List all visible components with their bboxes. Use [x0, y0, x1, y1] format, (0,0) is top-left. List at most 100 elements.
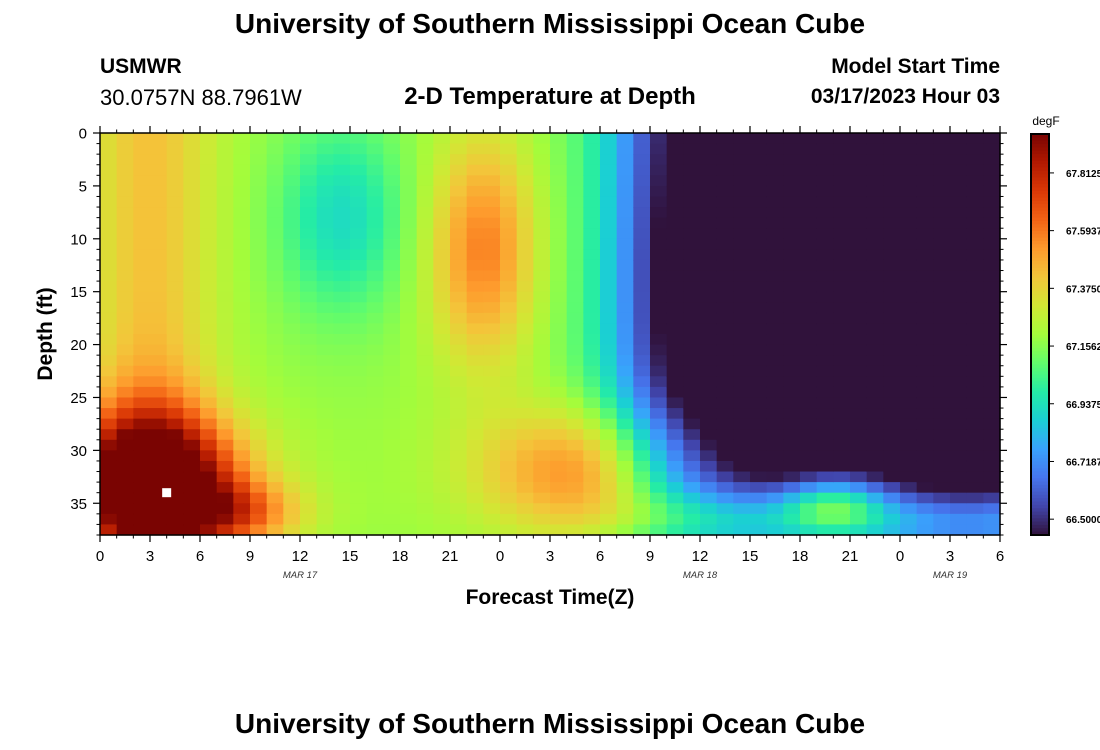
heatmap-cell	[850, 450, 868, 462]
heatmap-cell	[200, 217, 218, 229]
heatmap-cell	[883, 323, 901, 335]
heatmap-cell	[950, 344, 968, 356]
heatmap-cell	[816, 196, 834, 208]
heatmap-cell	[216, 460, 234, 473]
heatmap-cell	[616, 418, 634, 430]
heatmap-cell	[683, 334, 701, 346]
heatmap-cell	[800, 143, 818, 155]
x-tick-label: 9	[646, 548, 654, 565]
heatmap-cell	[750, 259, 768, 272]
heatmap-cell	[383, 228, 401, 240]
heatmap-cell	[516, 207, 534, 219]
colorbar-segment	[1031, 414, 1049, 419]
heatmap-cell	[466, 503, 484, 515]
heatmap-cell	[466, 228, 484, 240]
heatmap-cell	[533, 164, 551, 176]
heatmap-cell	[566, 154, 584, 166]
heatmap-cell	[700, 386, 718, 399]
heatmap-cell	[983, 355, 1001, 367]
heatmap-cell	[883, 376, 901, 388]
heatmap-cell	[666, 408, 684, 420]
heatmap-cell	[900, 228, 918, 240]
heatmap-cell	[200, 302, 218, 314]
heatmap-cell	[700, 482, 718, 494]
heatmap-cell	[533, 524, 551, 536]
heatmap-cell	[316, 450, 334, 462]
heatmap-cell	[816, 175, 834, 187]
heatmap-cell	[150, 281, 168, 293]
heatmap-cell	[400, 386, 418, 399]
colorbar-segment	[1031, 147, 1049, 152]
heatmap-cell	[666, 185, 684, 198]
heatmap-cell	[916, 492, 934, 504]
heatmap-cell	[516, 460, 534, 473]
heatmap-cell	[633, 365, 651, 377]
heatmap-cell	[366, 291, 384, 303]
heatmap-cell	[166, 207, 184, 219]
heatmap-cell	[883, 429, 901, 441]
heatmap-cell	[833, 492, 851, 504]
heatmap-cell	[666, 334, 684, 346]
heatmap-cell	[816, 450, 834, 462]
heatmap-cell	[816, 503, 834, 515]
heatmap-cell	[833, 217, 851, 229]
heatmap-cell	[166, 482, 184, 494]
heatmap-cell	[116, 249, 134, 261]
heatmap-cell	[450, 312, 468, 325]
heatmap-cell	[466, 513, 484, 526]
heatmap-cell	[316, 133, 334, 145]
heatmap-cell	[316, 217, 334, 229]
heatmap-cell	[333, 164, 351, 176]
heatmap-cell	[433, 439, 451, 451]
heatmap-cell	[600, 164, 618, 176]
heatmap-cell	[433, 302, 451, 314]
heatmap-cell	[566, 312, 584, 325]
heatmap-cell	[600, 281, 618, 293]
heatmap-cell	[600, 513, 618, 526]
heatmap-cell	[233, 513, 251, 526]
heatmap-cell	[183, 270, 201, 282]
colorbar-segment	[1031, 344, 1049, 349]
heatmap-cell	[516, 164, 534, 176]
heatmap-cell	[750, 365, 768, 377]
heatmap-cell	[600, 492, 618, 504]
heatmap-cell	[483, 238, 501, 250]
heatmap-cell	[833, 249, 851, 261]
colorbar-segment	[1031, 160, 1049, 165]
heatmap-cell	[166, 439, 184, 451]
heatmap-cell	[266, 302, 284, 314]
heatmap-cell	[500, 175, 518, 187]
heatmap-cell	[883, 344, 901, 356]
heatmap-cell	[483, 207, 501, 219]
heatmap-cell	[266, 228, 284, 240]
heatmap-cell	[916, 418, 934, 430]
heatmap-cell	[750, 429, 768, 441]
heatmap-cell	[666, 355, 684, 367]
heatmap-cell	[266, 238, 284, 250]
heatmap-cell	[850, 291, 868, 303]
heatmap-cell	[883, 281, 901, 293]
heatmap-cell	[333, 281, 351, 293]
heatmap-cell	[200, 503, 218, 515]
heatmap-cell	[750, 249, 768, 261]
colorbar-segment	[1031, 220, 1049, 225]
colorbar-segment	[1031, 244, 1049, 249]
colorbar-segment	[1031, 137, 1049, 142]
heatmap-cell	[883, 450, 901, 462]
heatmap-cell	[716, 164, 734, 176]
heatmap-cell	[350, 492, 368, 504]
heatmap-cell	[933, 513, 951, 526]
heatmap-cell	[350, 312, 368, 325]
heatmap-cell	[116, 471, 134, 483]
heatmap-cell	[750, 281, 768, 293]
heatmap-cell	[100, 482, 118, 494]
heatmap-cell	[116, 439, 134, 451]
heatmap-cell	[633, 323, 651, 335]
heatmap-cell	[583, 238, 601, 250]
heatmap-cell	[800, 408, 818, 420]
x-tick-label: 18	[792, 548, 809, 565]
heatmap-cell	[933, 418, 951, 430]
x-tick-label: 3	[546, 548, 554, 565]
heatmap-cell	[583, 334, 601, 346]
heatmap-cell	[416, 323, 434, 335]
